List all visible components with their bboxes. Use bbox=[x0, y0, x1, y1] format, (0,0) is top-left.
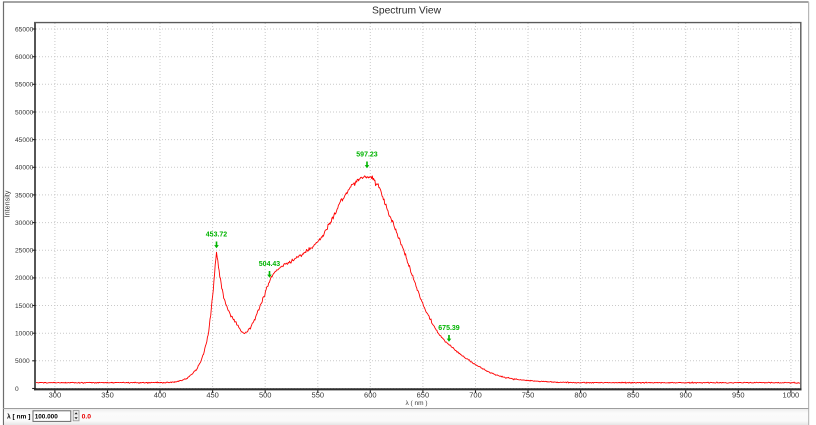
svg-text:675.39: 675.39 bbox=[438, 325, 460, 332]
svg-text:500: 500 bbox=[259, 391, 272, 400]
svg-text:5000: 5000 bbox=[15, 358, 30, 365]
svg-text:λ ( nm ): λ ( nm ) bbox=[405, 400, 427, 407]
svg-text:450: 450 bbox=[206, 391, 219, 400]
svg-text:40000: 40000 bbox=[15, 165, 34, 172]
svg-text:0: 0 bbox=[15, 386, 19, 393]
svg-text:55000: 55000 bbox=[15, 82, 34, 89]
svg-text:597.23: 597.23 bbox=[356, 152, 378, 159]
svg-text:65000: 65000 bbox=[15, 26, 34, 33]
svg-text:15000: 15000 bbox=[15, 303, 34, 310]
svg-text:50000: 50000 bbox=[15, 109, 34, 116]
svg-text:100.000: 100.000 bbox=[35, 414, 59, 421]
svg-text:350: 350 bbox=[101, 391, 114, 400]
svg-text:Intensity: Intensity bbox=[3, 190, 12, 217]
svg-text:504.43: 504.43 bbox=[259, 261, 281, 268]
svg-text:900: 900 bbox=[679, 391, 692, 400]
svg-text:35000: 35000 bbox=[15, 192, 34, 199]
svg-text:650: 650 bbox=[417, 391, 430, 400]
svg-text:20000: 20000 bbox=[15, 275, 34, 282]
svg-text:600: 600 bbox=[364, 391, 377, 400]
svg-text:30000: 30000 bbox=[15, 220, 34, 227]
svg-text:60000: 60000 bbox=[15, 54, 34, 61]
svg-text:Spectrum View: Spectrum View bbox=[372, 5, 442, 16]
svg-text:800: 800 bbox=[574, 391, 587, 400]
svg-text:453.72: 453.72 bbox=[206, 232, 228, 239]
svg-text:950: 950 bbox=[732, 391, 745, 400]
svg-text:300: 300 bbox=[49, 391, 62, 400]
svg-text:550: 550 bbox=[312, 391, 325, 400]
svg-text:700: 700 bbox=[469, 391, 482, 400]
svg-text:45000: 45000 bbox=[15, 137, 34, 144]
svg-text:750: 750 bbox=[522, 391, 535, 400]
svg-text:400: 400 bbox=[154, 391, 167, 400]
svg-text:10000: 10000 bbox=[15, 331, 34, 338]
svg-text:1000: 1000 bbox=[783, 391, 800, 400]
svg-text:25000: 25000 bbox=[15, 248, 34, 255]
svg-text:λ [ nm ]: λ [ nm ] bbox=[7, 413, 30, 421]
svg-text:0.0: 0.0 bbox=[82, 414, 92, 421]
svg-text:850: 850 bbox=[627, 391, 640, 400]
